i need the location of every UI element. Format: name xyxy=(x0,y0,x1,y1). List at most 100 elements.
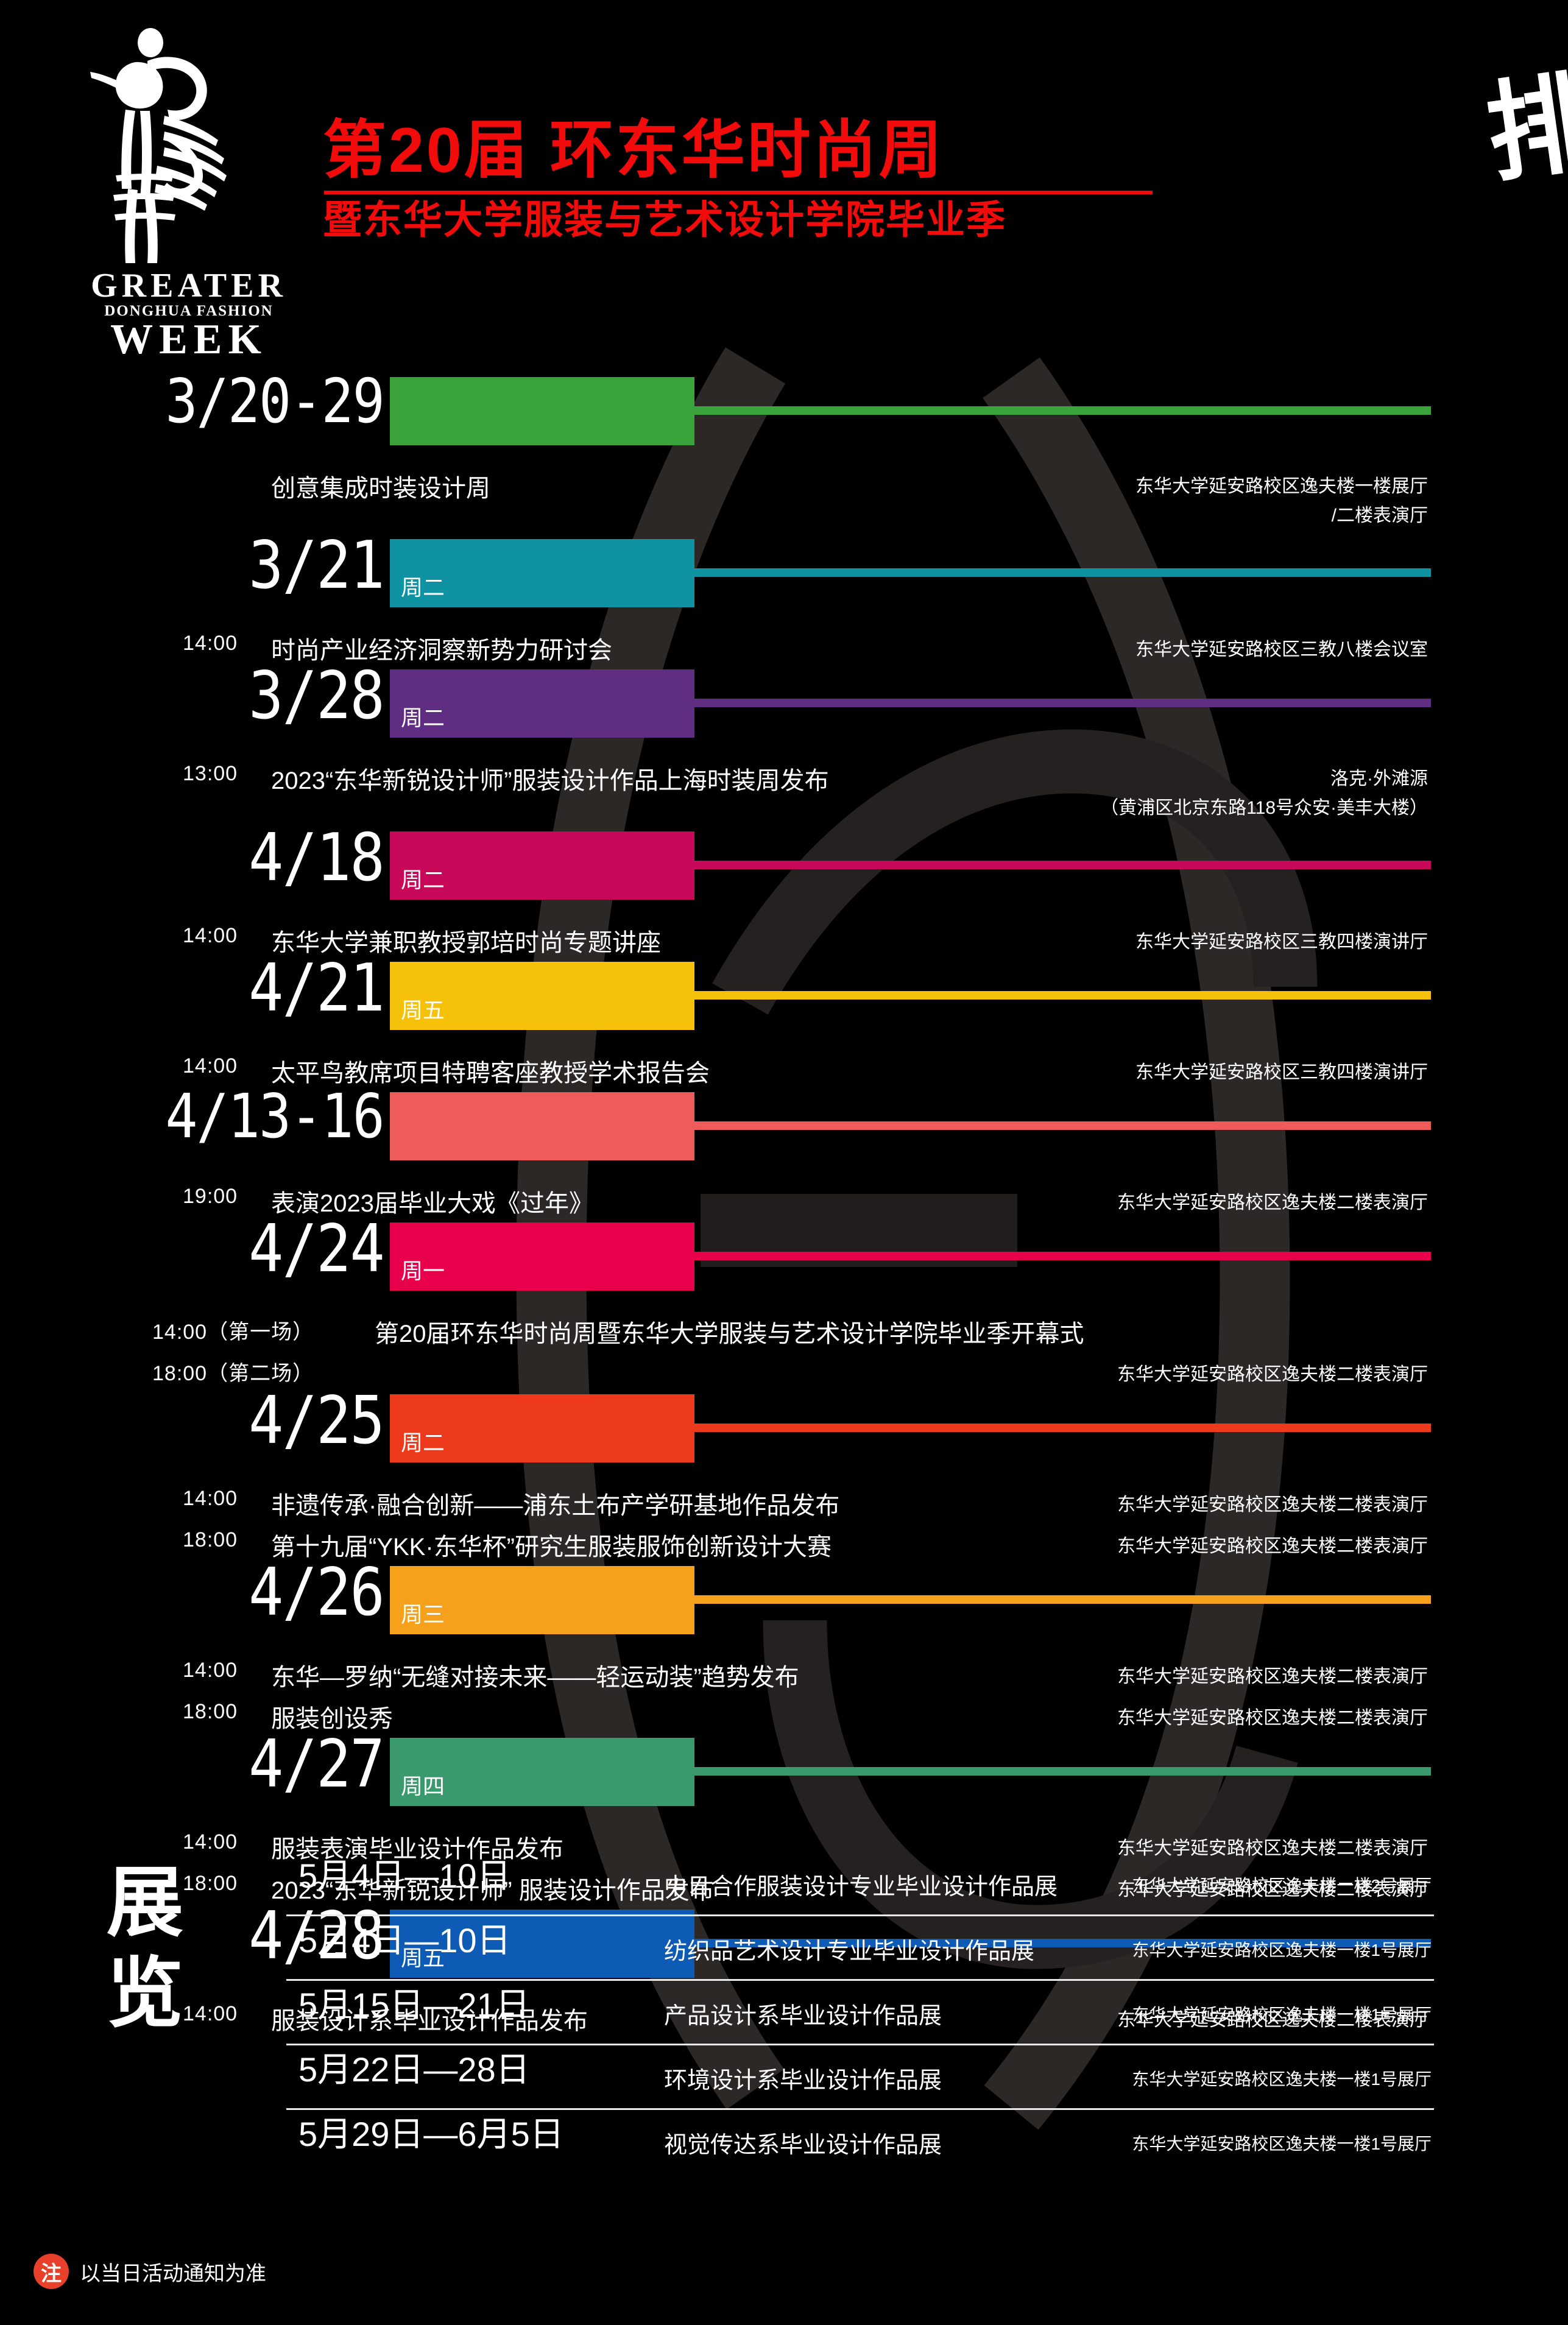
fashion-figure-sketch-icon xyxy=(90,28,227,263)
day-weekday: 周二 xyxy=(401,705,445,730)
event-time: 14:00 xyxy=(183,924,238,947)
day-date: 4/18 xyxy=(249,820,385,896)
event-title: 非遗传承·融合创新——浦东土布产学研基地作品发布 xyxy=(271,1492,840,1519)
day-date: 3/21 xyxy=(249,527,385,604)
exhibition-date: 5月15日—21日 xyxy=(298,1986,530,2024)
day-color-block: 周二 xyxy=(390,831,694,900)
exhibition-venue: 东华大学延安路校区逸夫楼一楼1号展厅 xyxy=(1132,2005,1432,2024)
day-weekday: 周五 xyxy=(401,998,445,1023)
day-rule-line xyxy=(694,991,1431,1000)
schedule-day: 3/28 周二 13:00 2023“东华新锐设计师”服装设计作品上海时装周发布 洛克·… xyxy=(0,663,1568,829)
exhibition-date: 5月22日—28日 xyxy=(298,2050,530,2089)
event-time: 18:00 xyxy=(183,1872,238,1895)
day-rule-line xyxy=(694,1767,1431,1776)
day-events: 创意集成时装设计周 东华大学延安路校区逸夫楼一楼展厅/二楼表演厅 xyxy=(0,454,1568,537)
day-events: 14:00 东华大学兼职教授郭培时尚专题讲座 东华大学延安路校区三教四楼演讲厅 xyxy=(0,908,1568,959)
day-header: 4/27 周四 xyxy=(0,1732,1568,1815)
event-venue: 洛克·外滩源 （黄浦区北京东路118号众安·美丰大楼） xyxy=(1100,769,1428,818)
event-title: 服装创设秀 xyxy=(271,1706,393,1732)
day-weekday: 周三 xyxy=(401,1602,445,1627)
day-header: 4/13-16 xyxy=(0,1086,1568,1169)
exhibition-date: 5月4日—10日 xyxy=(298,1921,511,1960)
day-color-block xyxy=(390,1092,694,1160)
day-events: 14:00 东华—罗纳“无缝对接未来——轻运动装”趋势发布 东华大学延安路校区逸夫楼… xyxy=(0,1643,1568,1735)
day-color-block: 周三 xyxy=(390,1566,694,1634)
day-weekday: 周二 xyxy=(401,575,445,600)
schedule-event: 18:00 服装创设秀 东华大学延安路校区逸夫楼二楼表演厅 xyxy=(0,1700,1568,1735)
day-events: 13:00 2023“东华新锐设计师”服装设计作品上海时装周发布 洛克·外滩源 （黄浦… xyxy=(0,746,1568,829)
schedule-event: 14:00 东华大学兼职教授郭培时尚专题讲座 东华大学延安路校区三教四楼演讲厅 xyxy=(0,924,1568,959)
note-text: 以当日活动通知为准 xyxy=(80,2262,266,2285)
event-time: 14:00 xyxy=(183,632,238,655)
schedule-event: 14:00 时尚产业经济洞察新势力研讨会 东华大学延安路校区三教八楼会议室 xyxy=(0,632,1568,667)
day-date: 4/28 xyxy=(249,1898,385,1974)
schedule-event: 14:00 东华—罗纳“无缝对接未来——轻运动装”趋势发布 东华大学延安路校区逸夫楼… xyxy=(0,1659,1568,1694)
event-time: 14:00 xyxy=(183,2002,238,2025)
day-rule-line xyxy=(694,699,1431,707)
day-weekday: 周四 xyxy=(401,1774,445,1799)
event-title: 东华—罗纳“无缝对接未来——轻运动装”趋势发布 xyxy=(271,1664,799,1691)
day-color-block: 周二 xyxy=(390,669,694,738)
day-date: 4/26 xyxy=(249,1554,385,1631)
day-header: 4/18 周二 xyxy=(0,825,1568,908)
exhibition-name: 中日合作服装设计专业毕业设计作品展 xyxy=(664,1874,1058,1900)
day-color-block xyxy=(390,377,694,445)
exhibition-venue: 东华大学延安路校区逸夫楼一楼1号展厅 xyxy=(1132,1941,1432,1960)
schedule-day: 3/20-29 创意集成时装设计周 东华大学延安路校区逸夫楼一楼展厅/二楼表演厅 xyxy=(0,371,1568,537)
day-color-block: 周二 xyxy=(390,539,694,607)
exhibition-name: 纺织品艺术设计专业毕业设计作品展 xyxy=(664,1939,1035,1964)
schedule-event: 14:00（第一场） 第20届环东华时尚周暨东华大学服装与艺术设计学院毕业季开幕式 xyxy=(0,1315,1568,1350)
event-title: 2023“东华新锐设计师”服装设计作品上海时装周发布 xyxy=(271,767,829,794)
event-venue: 东华大学延安路校区三教四楼演讲厅 xyxy=(1135,932,1428,952)
schedule-event: 19:00 表演2023届毕业大戏《过年》 东华大学延安路校区逸夫楼二楼表演厅 xyxy=(0,1185,1568,1220)
schedule-day: 4/13-16 19:00 表演2023届毕业大戏《过年》 东华大学延安路校区逸夫楼二… xyxy=(0,1086,1568,1220)
event-title: 第20届环东华时尚周暨东华大学服装与艺术设计学院毕业季开幕式 xyxy=(375,1321,1084,1347)
event-time: 14:00 xyxy=(183,1830,238,1854)
event-time: 18:00（第二场） xyxy=(152,1362,314,1385)
event-time: 18:00 xyxy=(183,1700,238,1723)
day-events: 14:00 非遗传承·融合创新——浦东土布产学研基地作品发布 东华大学延安路校区逸夫… xyxy=(0,1471,1568,1564)
event-title: 创意集成时装设计周 xyxy=(271,475,490,502)
logo-greater-text: GREATER xyxy=(91,267,287,305)
day-date: 3/20-29 xyxy=(165,365,384,437)
day-header: 4/21 周五 xyxy=(0,956,1568,1039)
schedule-day: 4/21 周五 14:00 太平鸟教席项目特聘客座教授学术报告会 东华大学延安路校区三教… xyxy=(0,956,1568,1090)
day-events: 14:00 时尚产业经济洞察新势力研讨会 东华大学延安路校区三教八楼会议室 xyxy=(0,616,1568,667)
schedule-day: 4/26 周三 14:00 东华—罗纳“无缝对接未来——轻运动装”趋势发布 东华大学延安… xyxy=(0,1560,1568,1735)
day-events: 19:00 表演2023届毕业大戏《过年》 东华大学延安路校区逸夫楼二楼表演厅 xyxy=(0,1169,1568,1220)
exhibition-date: 5月29日—6月5日 xyxy=(298,2115,564,2153)
schedule-event: 18:00 第十九届“YKK·东华杯”研究生服装服饰创新设计大赛 东华大学延安路校区… xyxy=(0,1528,1568,1564)
exhibitions-rows: 5月4日—10日 中日合作服装设计专业毕业设计作品展 东华大学延安路校区逸夫楼一楼2… xyxy=(286,1852,1434,2175)
poster-header: GREATER DONGHUA FASHION WEEK 第20届 环东华时尚周… xyxy=(0,0,1568,390)
day-rule-line xyxy=(694,568,1431,577)
schedule-event: 14:00 非遗传承·融合创新——浦东土布产学研基地作品发布 东华大学延安路校区逸夫… xyxy=(0,1487,1568,1522)
event-time: 14:00 xyxy=(183,1487,238,1510)
exhibition-name: 环境设计系毕业设计作品展 xyxy=(664,2068,942,2094)
day-rule-line xyxy=(694,1595,1431,1604)
event-title: 服装表演毕业设计作品发布 xyxy=(271,1836,563,1863)
greater-donghua-fashion-week-logo: GREATER DONGHUA FASHION WEEK xyxy=(67,24,323,378)
exhibition-date: 5月4日—10日 xyxy=(298,1857,511,1895)
footer-note: 注 以当日活动通知为准 xyxy=(34,2254,266,2289)
note-badge-icon: 注 xyxy=(34,2254,69,2289)
day-header: 4/26 周三 xyxy=(0,1560,1568,1643)
event-time: 19:00 xyxy=(183,1185,238,1208)
day-header: 4/25 周二 xyxy=(0,1388,1568,1471)
exhibitions-label: 展览 xyxy=(107,1858,259,2039)
schedule-event: 13:00 2023“东华新锐设计师”服装设计作品上海时装周发布 洛克·外滩源 （黄浦… xyxy=(0,762,1568,829)
schedule-day: 4/24 周一 14:00（第一场） 第20届环东华时尚周暨东华大学服装与艺术设计学院… xyxy=(0,1216,1568,1392)
schedule-list: 3/20-29 创意集成时装设计周 东华大学延安路校区逸夫楼一楼展厅/二楼表演厅 3/… xyxy=(0,371,1568,2044)
event-venue: 东华大学延安路校区三教四楼演讲厅 xyxy=(1135,1062,1428,1082)
day-color-block: 周四 xyxy=(390,1738,694,1806)
day-rule-line xyxy=(694,1252,1431,1260)
event-time: 14:00（第一场） xyxy=(152,1321,314,1344)
day-date: 3/28 xyxy=(249,658,385,734)
event-time: 13:00 xyxy=(183,762,238,785)
day-date: 4/25 xyxy=(249,1383,385,1459)
logo-week-text: WEEK xyxy=(110,316,267,363)
day-date: 4/21 xyxy=(249,950,385,1026)
day-rule-line xyxy=(694,1121,1431,1130)
day-date: 4/24 xyxy=(249,1211,385,1287)
title-divider xyxy=(324,191,1153,194)
schedule-heading: 排片表 xyxy=(1479,29,1568,196)
